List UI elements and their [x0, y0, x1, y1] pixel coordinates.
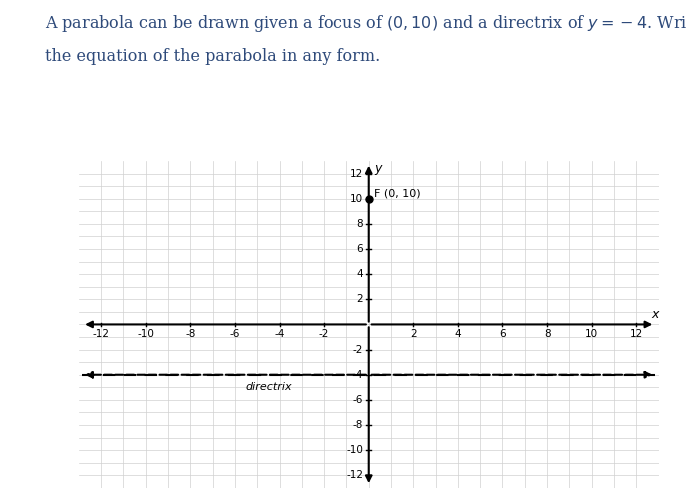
- Text: -4: -4: [274, 329, 285, 339]
- Text: -2: -2: [319, 329, 329, 339]
- Text: -12: -12: [346, 470, 363, 480]
- Text: F (0, 10): F (0, 10): [375, 188, 421, 198]
- Text: 10: 10: [585, 329, 598, 339]
- Text: 6: 6: [499, 329, 506, 339]
- Text: -2: -2: [353, 345, 363, 355]
- Text: $x$: $x$: [652, 308, 661, 321]
- Text: -10: -10: [346, 445, 363, 455]
- Text: -4: -4: [353, 370, 363, 380]
- Text: -10: -10: [137, 329, 154, 339]
- Text: $y$: $y$: [375, 163, 384, 177]
- Text: 6: 6: [357, 244, 363, 254]
- Text: 10: 10: [350, 194, 363, 204]
- Text: -6: -6: [230, 329, 240, 339]
- Text: 4: 4: [455, 329, 461, 339]
- Text: 12: 12: [630, 329, 643, 339]
- Text: 12: 12: [350, 169, 363, 179]
- Text: 2: 2: [357, 294, 363, 304]
- Text: 8: 8: [357, 219, 363, 229]
- Text: 4: 4: [357, 269, 363, 279]
- Text: 8: 8: [544, 329, 550, 339]
- Text: -8: -8: [185, 329, 196, 339]
- Text: 2: 2: [410, 329, 416, 339]
- Text: -6: -6: [353, 395, 363, 405]
- Text: -8: -8: [353, 420, 363, 430]
- Text: A parabola can be drawn given a focus of $(0, 10)$ and a directrix of $y = -4$. : A parabola can be drawn given a focus of…: [45, 13, 686, 34]
- Text: the equation of the parabola in any form.: the equation of the parabola in any form…: [45, 48, 380, 65]
- Text: -12: -12: [93, 329, 110, 339]
- Text: directrix: directrix: [245, 382, 292, 392]
